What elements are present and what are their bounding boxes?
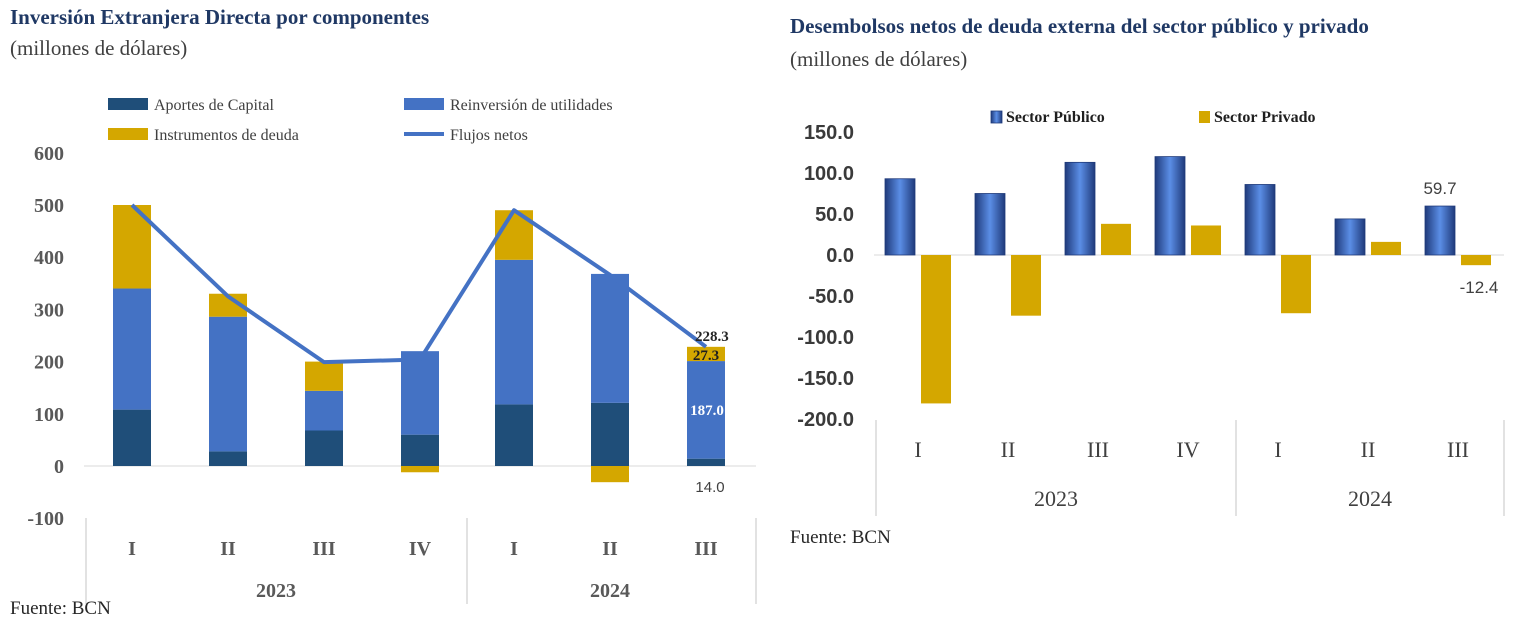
- y-tick-label: 500: [34, 195, 64, 217]
- bar-sector-privado: [1101, 223, 1131, 255]
- bar-aportes-de-capital: [305, 430, 343, 466]
- bar-sector-publico: [1244, 184, 1276, 256]
- bar-reinversion-de-utilidades: [495, 259, 533, 405]
- bar-reinversion-de-utilidades: [687, 361, 725, 459]
- x-group-label: 2023: [256, 580, 296, 602]
- bar-instrumentos-de-deuda: [687, 346, 725, 362]
- bar-instrumentos-de-deuda: [305, 361, 343, 391]
- bar-reinversion-de-utilidades: [305, 390, 343, 431]
- y-tick-label: 400: [34, 247, 64, 269]
- bar-sector-privado: [921, 255, 951, 404]
- chart-subtitle: (millones de dólares): [10, 36, 188, 60]
- x-tick-label: IV: [1176, 437, 1199, 462]
- x-tick-label: I: [914, 437, 921, 462]
- data-label-aportes-de-capital: 14.0: [695, 479, 724, 496]
- line-flujos-netos: [130, 203, 708, 365]
- legend-label-instrumentos-de-deuda: Instrumentos de deuda: [154, 127, 299, 144]
- x-tick-label: I: [1274, 437, 1281, 462]
- x-tick-label: II: [1001, 437, 1016, 462]
- x-tick-label: I: [128, 538, 136, 560]
- external-debt-chart: 150.0 100.0 50.0 0.0 -50.0 -100.0 -150.0 -200.0…: [797, 109, 1505, 516]
- bar-instrumentos-de-deuda: [591, 466, 629, 483]
- bar-sector-publico: [884, 178, 916, 256]
- source-note: Fuente: BCN: [10, 598, 111, 619]
- bar-sector-publico: [1064, 161, 1096, 256]
- y-tick-label: -50.0: [808, 286, 854, 308]
- legend-label-sector-publico: Sector Público: [1006, 109, 1105, 126]
- bar-sector-publico: [1334, 218, 1366, 256]
- bar-instrumentos-de-deuda: [401, 466, 439, 473]
- bar-aportes-de-capital: [591, 402, 629, 466]
- bar-reinversion-de-utilidades: [113, 288, 151, 410]
- y-tick-label: 100: [34, 404, 64, 426]
- bar-sector-privado: [1191, 225, 1221, 255]
- chart-title: Inversión Extranjera Directa por compone…: [10, 5, 430, 29]
- bar-aportes-de-capital: [113, 409, 151, 466]
- x-group-label: 2023: [1034, 486, 1078, 511]
- bar-sector-privado: [1371, 241, 1401, 255]
- legend-label-flujos-netos: Flujos netos: [450, 127, 528, 144]
- x-group-label: 2024: [590, 580, 630, 602]
- y-tick-label: 0.0: [826, 245, 854, 267]
- left-chart-panel: Inversión Extranjera Directa por compone…: [10, 5, 757, 619]
- x-tick-label: III: [1447, 437, 1469, 462]
- legend-label-sector-privado: Sector Privado: [1214, 109, 1315, 126]
- y-tick-label: -100.0: [797, 327, 854, 349]
- chart-subtitle: (millones de dólares): [790, 47, 968, 71]
- legend-swatch-aportes-de-capital: [108, 98, 148, 110]
- x-tick-label: II: [602, 538, 618, 560]
- x-tick-label: III: [312, 538, 336, 560]
- legend-swatch-instrumentos-de-deuda: [108, 128, 148, 140]
- x-tick-label: II: [220, 538, 236, 560]
- y-tick-label: 600: [34, 143, 64, 165]
- y-tick-label: 0: [54, 456, 64, 478]
- bar-instrumentos-de-deuda: [209, 293, 247, 317]
- bar-aportes-de-capital: [401, 434, 439, 466]
- bar-sector-privado: [1461, 255, 1491, 266]
- right-chart-panel: Desembolsos netos de deuda externa del s…: [770, 0, 1524, 632]
- x-group-label: 2024: [1348, 486, 1392, 511]
- y-tick-label: 200: [34, 352, 64, 374]
- y-tick-label: 50.0: [815, 204, 854, 226]
- legend-swatch-sector-privado: [1199, 111, 1210, 123]
- legend-swatch-sector-publico: [990, 110, 1003, 124]
- bar-sector-publico: [974, 193, 1006, 256]
- chart-title: Desembolsos netos de deuda externa del s…: [790, 14, 1369, 38]
- source-note: Fuente: BCN: [790, 527, 891, 548]
- bar-reinversion-de-utilidades: [209, 316, 247, 452]
- x-tick-label: II: [1361, 437, 1376, 462]
- y-tick-label: -200.0: [797, 409, 854, 431]
- bar-reinversion-de-utilidades: [401, 351, 439, 435]
- bar-sector-publico: [1154, 156, 1186, 256]
- data-label-sector-publico: 59.7: [1423, 179, 1456, 198]
- y-tick-label: -100: [27, 508, 64, 530]
- x-tick-label: I: [510, 538, 518, 560]
- legend-swatch-reinversion-de-utilidades: [404, 98, 444, 110]
- legend-label-aportes-de-capital: Aportes de Capital: [154, 97, 275, 114]
- legend-label-reinversion-de-utilidades: Reinversión de utilidades: [450, 97, 613, 114]
- x-tick-label: IV: [409, 538, 432, 560]
- bar-aportes-de-capital: [687, 458, 725, 466]
- bar-sector-privado: [1011, 255, 1041, 316]
- bar-reinversion-de-utilidades: [591, 273, 629, 403]
- data-label-reinversion-de-utilidades: 187.0: [690, 403, 724, 419]
- bar-sector-privado: [1281, 255, 1311, 314]
- bar-sector-publico: [1424, 205, 1456, 256]
- fdi-components-chart: -100 0 100 200 300 400 500 600 228.3 27.3 187.0 14.…: [27, 97, 757, 604]
- x-tick-label: III: [1087, 437, 1109, 462]
- data-label-flujos-netos: 228.3: [695, 329, 729, 345]
- y-tick-label: 300: [34, 299, 64, 321]
- data-label-instrumentos-de-deuda: 27.3: [693, 348, 719, 364]
- data-label-sector-privado: -12.4: [1460, 278, 1499, 297]
- x-tick-label: III: [694, 538, 718, 560]
- y-tick-label: 100.0: [804, 163, 854, 185]
- y-tick-label: 150.0: [804, 122, 854, 144]
- bar-aportes-de-capital: [495, 404, 533, 466]
- bar-aportes-de-capital: [209, 451, 247, 466]
- y-tick-label: -150.0: [797, 368, 854, 390]
